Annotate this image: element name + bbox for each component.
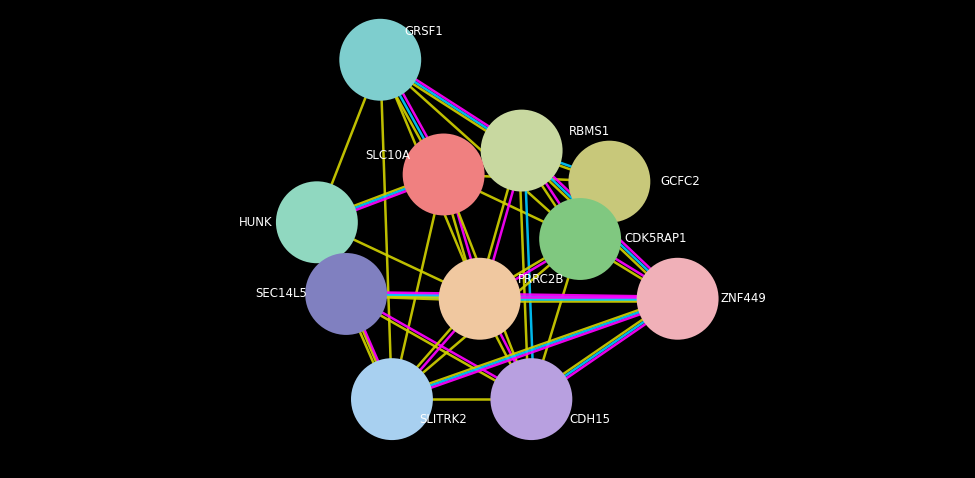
Ellipse shape	[481, 109, 563, 192]
Ellipse shape	[351, 358, 433, 440]
Text: CDH15: CDH15	[569, 413, 610, 426]
Text: SLITRK2: SLITRK2	[420, 413, 467, 426]
Ellipse shape	[403, 133, 485, 216]
Ellipse shape	[539, 198, 621, 280]
Ellipse shape	[305, 253, 387, 335]
Text: SLC10A: SLC10A	[366, 149, 410, 162]
Text: GCFC2: GCFC2	[661, 175, 700, 188]
Text: ZNF449: ZNF449	[721, 292, 767, 305]
Ellipse shape	[637, 258, 719, 340]
Ellipse shape	[276, 181, 358, 263]
Text: PRRC2B: PRRC2B	[518, 273, 565, 286]
Ellipse shape	[568, 141, 650, 223]
Ellipse shape	[490, 358, 572, 440]
Text: CDK5RAP1: CDK5RAP1	[624, 232, 686, 246]
Ellipse shape	[339, 19, 421, 101]
Ellipse shape	[439, 258, 521, 340]
Text: SEC14L5: SEC14L5	[254, 287, 307, 301]
Text: HUNK: HUNK	[239, 216, 272, 229]
Text: RBMS1: RBMS1	[569, 125, 610, 138]
Text: GRSF1: GRSF1	[405, 24, 444, 38]
